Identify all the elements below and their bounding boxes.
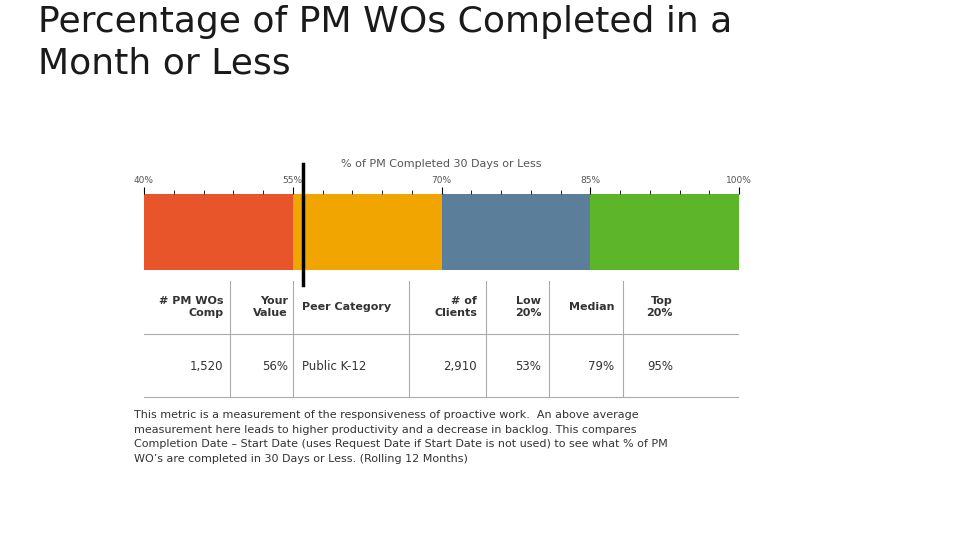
Text: This metric is a measurement of the responsiveness of proactive work.  An above : This metric is a measurement of the resp… bbox=[134, 410, 668, 464]
Title: % of PM Completed 30 Days or Less: % of PM Completed 30 Days or Less bbox=[342, 159, 541, 168]
Text: Public K-12: Public K-12 bbox=[302, 360, 367, 373]
Text: # PM WOs
Comp: # PM WOs Comp bbox=[159, 296, 224, 318]
Text: Peer Category: Peer Category bbox=[302, 302, 392, 312]
Text: Percentage of PM WOs Completed in a
Month or Less: Percentage of PM WOs Completed in a Mont… bbox=[38, 5, 732, 80]
Text: 79%: 79% bbox=[588, 360, 614, 373]
Text: 56%: 56% bbox=[262, 360, 288, 373]
Text: 2,910: 2,910 bbox=[444, 360, 477, 373]
Text: 95%: 95% bbox=[647, 360, 673, 373]
Bar bbox=[590, 194, 739, 270]
Text: # of
Clients: # of Clients bbox=[434, 296, 477, 318]
Bar bbox=[442, 194, 590, 270]
Text: Low
20%: Low 20% bbox=[515, 296, 541, 318]
Text: 1,520: 1,520 bbox=[190, 360, 224, 373]
Text: 53%: 53% bbox=[516, 360, 541, 373]
Bar bbox=[293, 194, 442, 270]
Text: Your
Value: Your Value bbox=[253, 296, 288, 318]
Bar bbox=[144, 194, 293, 270]
Text: Top
20%: Top 20% bbox=[646, 296, 673, 318]
Text: Median: Median bbox=[568, 302, 614, 312]
